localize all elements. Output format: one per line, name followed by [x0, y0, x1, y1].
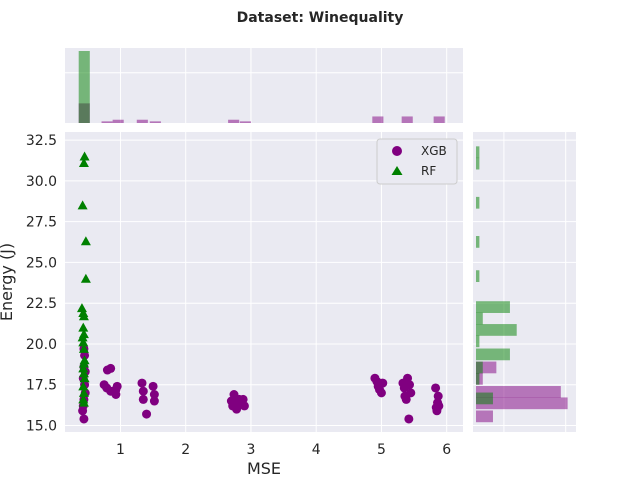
right-hist-bar-xgb [476, 397, 568, 410]
x-tick-label: 3 [246, 442, 255, 458]
top-hist-bar-xgb [239, 121, 251, 123]
right-marginal-background [473, 132, 576, 432]
right-hist-bar-rf [476, 392, 493, 405]
top-hist-bar-xgb [401, 116, 413, 123]
point-xgb [239, 401, 249, 411]
point-rf [78, 387, 89, 397]
y-tick-label: 22.5 [26, 296, 57, 312]
point-xgb [401, 394, 411, 404]
point-rf [78, 368, 89, 378]
legend-rf-marker [391, 166, 403, 175]
point-xgb [111, 390, 121, 399]
top-hist-bar-rf [78, 51, 90, 123]
point-rf [76, 303, 87, 313]
legend: XGB RF [376, 138, 458, 185]
point-xgb [404, 380, 414, 390]
point-rf [78, 337, 89, 347]
point-rf [78, 343, 89, 353]
top-marginal-background [65, 48, 463, 123]
top-hist-bar-xgb [228, 119, 240, 123]
right-marginal-histogram [476, 146, 568, 423]
point-rf [78, 358, 89, 368]
point-xgb [434, 401, 444, 411]
point-xgb [137, 378, 147, 388]
top-hist-bar-xgb [112, 119, 124, 123]
right-hist-bar-rf [476, 236, 480, 248]
y-axis-label: Energy (J) [0, 243, 16, 321]
right-hist-bar-rf [476, 348, 510, 361]
point-rf [78, 311, 89, 321]
legend-rf-label: RF [421, 164, 436, 178]
right-hist-bar-rf [476, 270, 480, 282]
right-hist-bar-rf [476, 301, 510, 313]
x-tick-label: 2 [181, 442, 190, 458]
point-xgb [79, 414, 89, 424]
right-hist-bar-rf [476, 324, 517, 336]
point-xgb [404, 414, 414, 424]
right-hist-bar-rf [476, 312, 483, 325]
right-hist-bar-rf [476, 335, 480, 348]
point-xgb [106, 363, 116, 373]
point-xgb [149, 396, 159, 406]
point-rf [78, 363, 89, 373]
point-xgb [138, 386, 148, 396]
x-axis-ticks: 1 2 3 4 5 6 [116, 442, 451, 458]
top-marginal-histogram [78, 51, 445, 123]
y-tick-label: 20.0 [26, 337, 57, 353]
point-rf [77, 332, 88, 342]
right-hist-bar-rf [476, 196, 480, 209]
x-tick-label: 4 [312, 442, 321, 458]
x-axis-label: MSE [247, 459, 281, 478]
point-rf [78, 322, 89, 332]
point-rf [77, 200, 88, 210]
top-hist-bar-xgb [372, 116, 384, 123]
point-rf [80, 273, 91, 283]
point-xgb [431, 383, 441, 393]
y-tick-label: 15.0 [26, 418, 57, 434]
right-hist-bar-rf [476, 146, 480, 159]
right-hist-bar-rf [476, 372, 480, 385]
point-xgb [376, 388, 386, 398]
y-tick-label: 25.0 [26, 255, 57, 271]
point-xgb [433, 391, 443, 401]
point-xgb [148, 381, 158, 391]
grid [65, 48, 576, 432]
point-xgb [406, 388, 416, 398]
x-tick-label: 5 [377, 442, 386, 458]
right-hist-bar-xgb [476, 386, 561, 398]
top-hist-bar-xgb [149, 121, 161, 123]
point-xgb [112, 381, 122, 391]
right-hist-bar-rf [476, 157, 480, 170]
x-tick-label: 6 [442, 442, 451, 458]
point-rf [80, 236, 91, 246]
point-xgb [138, 394, 148, 404]
y-tick-label: 32.5 [26, 133, 57, 149]
point-xgb [142, 409, 152, 419]
right-hist-bar-xgb [476, 410, 493, 423]
y-tick-label: 17.5 [26, 378, 57, 394]
point-xgb [149, 390, 159, 399]
top-hist-bar-xgb [136, 119, 148, 123]
right-hist-bar-xgb [476, 361, 497, 374]
point-rf [78, 381, 89, 391]
point-rf [79, 151, 90, 161]
legend-xgb-marker [392, 146, 402, 156]
scatter-points [76, 151, 444, 424]
point-rf [78, 157, 89, 167]
legend-xgb-label: XGB [421, 144, 447, 158]
x-tick-label: 1 [116, 442, 125, 458]
top-hist-bar-xgb [433, 116, 445, 123]
point-xgb [378, 378, 388, 388]
chart-title: Dataset: Winequality [237, 10, 404, 26]
right-hist-bar-rf [476, 361, 483, 374]
point-rf [79, 373, 90, 383]
top-hist-bar-xgb [101, 121, 113, 123]
y-axis-ticks: 15.0 17.5 20.0 22.5 25.0 27.5 30.0 32.5 [26, 133, 57, 434]
point-rf [78, 397, 89, 407]
y-tick-label: 30.0 [26, 174, 57, 190]
y-tick-label: 27.5 [26, 215, 57, 231]
